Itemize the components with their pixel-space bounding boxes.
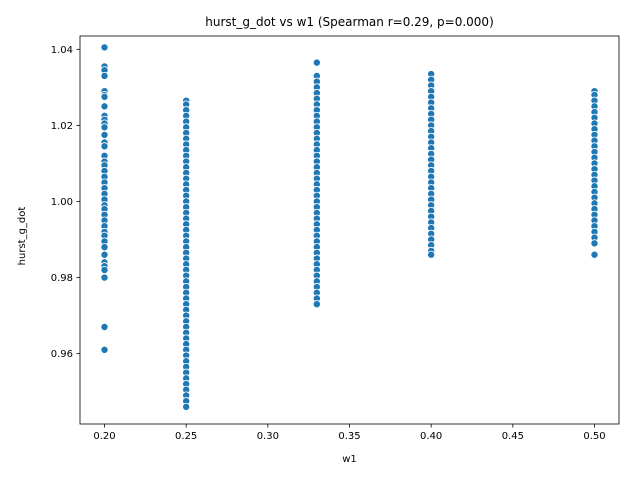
- data-point-0-12: [100, 130, 109, 139]
- x-tick-label-5: 0.45: [502, 431, 524, 442]
- data-point-0-3: [100, 71, 109, 80]
- data-point-0-14: [100, 142, 109, 151]
- y-tick-label-4: 1.04: [51, 45, 73, 56]
- data-point-0-39: [100, 345, 109, 354]
- axes-layer: 0.20 0.25 0.30 0.35 0.40 0.45 0.50 0.96 0.98 1.00…: [51, 35, 620, 442]
- data-point-2-0: [312, 58, 321, 67]
- points-layer: [100, 43, 599, 411]
- x-tick-label-2: 0.30: [257, 431, 279, 442]
- chart-title: hurst_g_dot vs w1 (Spearman r=0.29, p=0.…: [205, 15, 494, 29]
- x-tick-label-3: 0.35: [338, 431, 360, 442]
- data-point-0-32: [100, 243, 109, 252]
- data-point-0-37: [100, 273, 109, 282]
- data-point-1-54: [182, 402, 191, 411]
- y-tick-label-1: 0.98: [51, 273, 73, 284]
- x-tick-label-1: 0.25: [175, 431, 197, 442]
- data-point-0-7: [100, 102, 109, 111]
- y-tick-label-0: 0.96: [51, 349, 73, 360]
- x-tick-label-6: 0.50: [583, 431, 605, 442]
- y-tick-label-2: 1.00: [51, 197, 73, 208]
- data-point-3-32: [427, 250, 436, 259]
- x-axis-title: w1: [342, 454, 357, 465]
- x-tick-label-4: 0.40: [420, 431, 442, 442]
- data-point-2-41: [312, 300, 321, 309]
- data-point-0-11: [100, 123, 109, 132]
- data-point-0-33: [100, 250, 109, 259]
- data-point-0-38: [100, 322, 109, 331]
- y-tick-label-3: 1.02: [51, 121, 73, 132]
- y-axis-title: hurst_g_dot: [17, 207, 28, 266]
- data-point-4-27: [590, 239, 599, 248]
- data-point-0-36: [100, 265, 109, 274]
- x-tick-label-0: 0.20: [93, 431, 115, 442]
- data-point-0-6: [100, 92, 109, 101]
- data-point-4-28: [590, 250, 599, 259]
- data-point-0-0: [100, 43, 109, 52]
